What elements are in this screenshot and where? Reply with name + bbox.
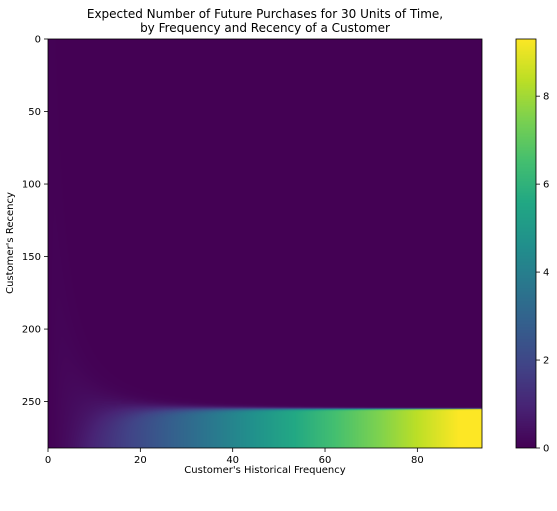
plot-frame [47,38,483,449]
colorbar-tick-label: 2 [543,356,549,367]
colorbar-tick-label: 4 [543,268,549,279]
x-axis-label: Customer's Historical Frequency [184,465,345,476]
y-tick-label: 50 [28,107,41,118]
y-axis-label: Customer's Recency [5,192,16,294]
x-tick-label: 60 [319,455,332,466]
x-axis-ticks: 0 20 40 60 80 [45,448,424,466]
colorbar-frame [515,38,537,449]
y-tick-label: 250 [22,397,41,408]
colorbar-tick-label: 6 [543,180,549,191]
chart-title-line-1: Expected Number of Future Purchases for … [87,7,443,21]
x-tick-label: 20 [134,455,147,466]
x-tick-label: 40 [226,455,239,466]
heatmap-image [48,39,482,448]
y-tick-label: 150 [22,252,41,263]
y-tick-label: 100 [22,180,41,191]
colorbar-tick-label: 8 [543,92,549,103]
colorbar-tick-label: 0 [543,444,549,455]
chart-title-line-2: by Frequency and Recency of a Customer [140,21,390,35]
y-tick-label: 200 [22,325,41,336]
colorbar-ticks: 0 2 4 6 8 [536,92,549,455]
x-tick-label: 80 [411,455,424,466]
y-tick-label: 0 [35,35,41,46]
colorbar-image [516,39,536,448]
x-tick-label: 0 [45,455,51,466]
y-axis-ticks: 0 50 100 150 200 250 [22,35,48,408]
